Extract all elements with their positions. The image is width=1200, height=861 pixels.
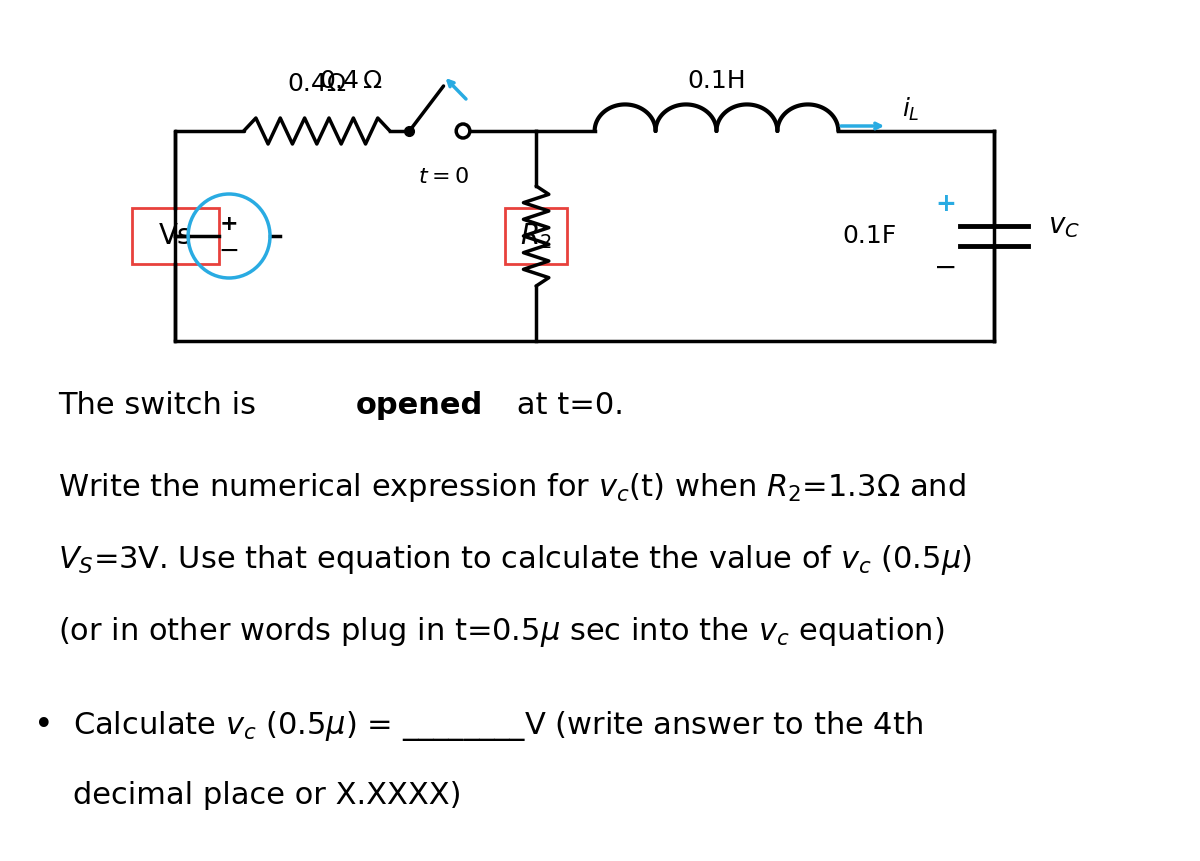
- Text: decimal place or X.XXXX): decimal place or X.XXXX): [73, 781, 462, 809]
- Text: at t=0.: at t=0.: [506, 391, 624, 420]
- Text: Calculate $v_c$ $(0.5\mu)$ = ________V (write answer to the 4th: Calculate $v_c$ $(0.5\mu)$ = ________V (…: [73, 709, 923, 742]
- Text: $V_S$=3V. Use that equation to calculate the value of $v_c$ $(0.5\mu)$: $V_S$=3V. Use that equation to calculate…: [59, 543, 972, 577]
- Text: opened: opened: [356, 391, 484, 420]
- Text: $R_2$: $R_2$: [521, 221, 552, 251]
- Text: +: +: [220, 214, 239, 234]
- Text: 0.4Ω: 0.4Ω: [287, 72, 347, 96]
- Text: −: −: [934, 254, 958, 282]
- Text: The switch is: The switch is: [59, 391, 266, 420]
- Text: $i_L$: $i_L$: [901, 96, 919, 122]
- Text: −: −: [218, 239, 240, 263]
- Text: •: •: [34, 709, 54, 741]
- Text: (or in other words plug in t=0.5$\mu$ sec into the $v_c$ equation): (or in other words plug in t=0.5$\mu$ se…: [59, 615, 944, 649]
- Text: +: +: [935, 192, 956, 216]
- Text: Write the numerical expression for $v_c$(t) when $R_2$=1.3Ω and: Write the numerical expression for $v_c$…: [59, 471, 966, 504]
- Text: Vs: Vs: [158, 222, 192, 250]
- Text: $v_C$: $v_C$: [1048, 213, 1080, 239]
- Text: $t=0$: $t=0$: [418, 166, 469, 188]
- Text: $0.4\,\Omega$: $0.4\,\Omega$: [319, 69, 383, 93]
- Text: 0.1F: 0.1F: [842, 224, 896, 248]
- Text: 0.1H: 0.1H: [688, 69, 745, 93]
